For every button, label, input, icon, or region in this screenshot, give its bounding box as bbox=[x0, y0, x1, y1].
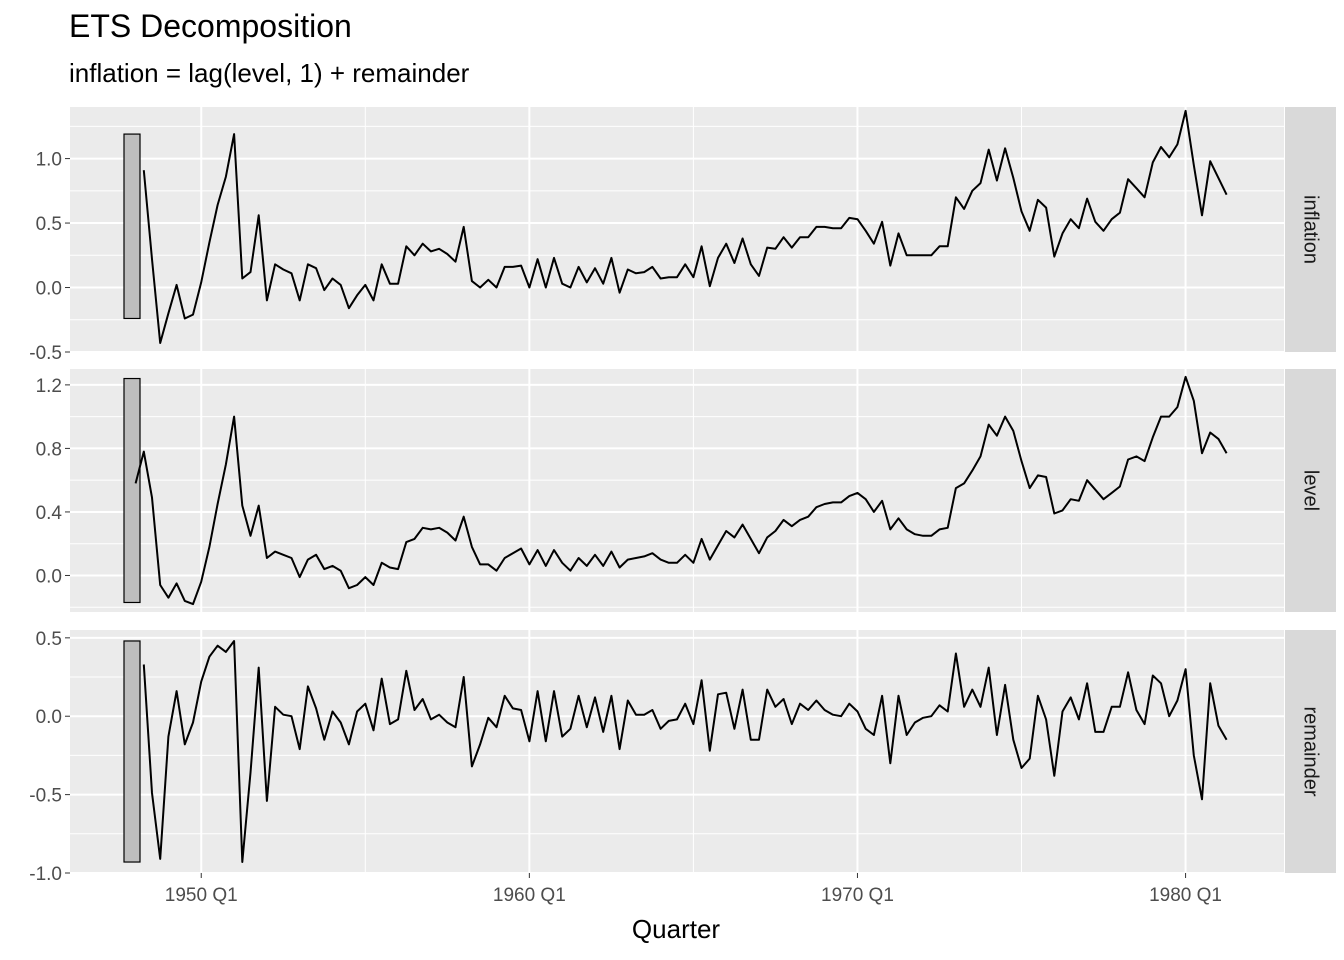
y-tick-label: 0.0 bbox=[36, 279, 62, 300]
x-tick-label: 1980 Q1 bbox=[1149, 885, 1222, 906]
y-tick-label: -1.0 bbox=[29, 864, 62, 885]
panel-background bbox=[70, 630, 1284, 873]
panel-inflation: -0.5 0.0 0.5 1.0 inflation bbox=[29, 107, 1336, 364]
x-axis-label: Quarter bbox=[632, 914, 720, 944]
x-tick-label: 1970 Q1 bbox=[821, 885, 894, 906]
scale-bar bbox=[123, 640, 141, 863]
panel-level: 0.0 0.4 0.8 1.2 level bbox=[36, 369, 1336, 612]
x-axis: 1950 Q1 1960 Q1 1970 Q1 1980 Q1 bbox=[165, 873, 1222, 906]
y-tick-label: 0.0 bbox=[36, 707, 62, 728]
facet-strip-label: level bbox=[1300, 470, 1322, 511]
chart-title: ETS Decomposition bbox=[69, 8, 352, 44]
y-tick-label: 0.5 bbox=[36, 214, 62, 235]
facet-strip-label: inflation bbox=[1300, 195, 1322, 264]
chart-subtitle: inflation = lag(level, 1) + remainder bbox=[69, 58, 470, 88]
y-tick-label: 1.2 bbox=[36, 376, 62, 397]
y-tick-label: 0.5 bbox=[36, 629, 62, 650]
series-line-remainder bbox=[142, 640, 1228, 863]
series-line-level bbox=[134, 375, 1228, 606]
facet-strip bbox=[1285, 107, 1336, 352]
panel-background bbox=[70, 107, 1284, 352]
x-tick-label: 1960 Q1 bbox=[493, 885, 566, 906]
x-tick-label: 1950 Q1 bbox=[165, 885, 238, 906]
scale-bar bbox=[123, 377, 141, 604]
y-tick-label: 0.4 bbox=[36, 503, 63, 524]
facet-strip bbox=[1285, 630, 1336, 873]
panel-remainder: -1.0 -0.5 0.0 0.5 remainder bbox=[29, 629, 1336, 885]
series-line-inflation bbox=[142, 109, 1228, 344]
y-tick-label: 0.8 bbox=[36, 439, 62, 460]
facet-strip bbox=[1285, 369, 1336, 612]
y-tick-label: 0.0 bbox=[36, 566, 62, 587]
y-tick-label: 1.0 bbox=[36, 150, 62, 171]
scale-bar bbox=[123, 133, 141, 320]
panel-background bbox=[70, 369, 1284, 612]
y-tick-label: -0.5 bbox=[29, 786, 62, 807]
facet-panels: -0.5 0.0 0.5 1.0 inflation 0.0 0.4 0.8 1.2 level -… bbox=[29, 107, 1336, 885]
facet-strip-label: remainder bbox=[1300, 706, 1322, 796]
y-tick-label: -0.5 bbox=[29, 343, 62, 364]
